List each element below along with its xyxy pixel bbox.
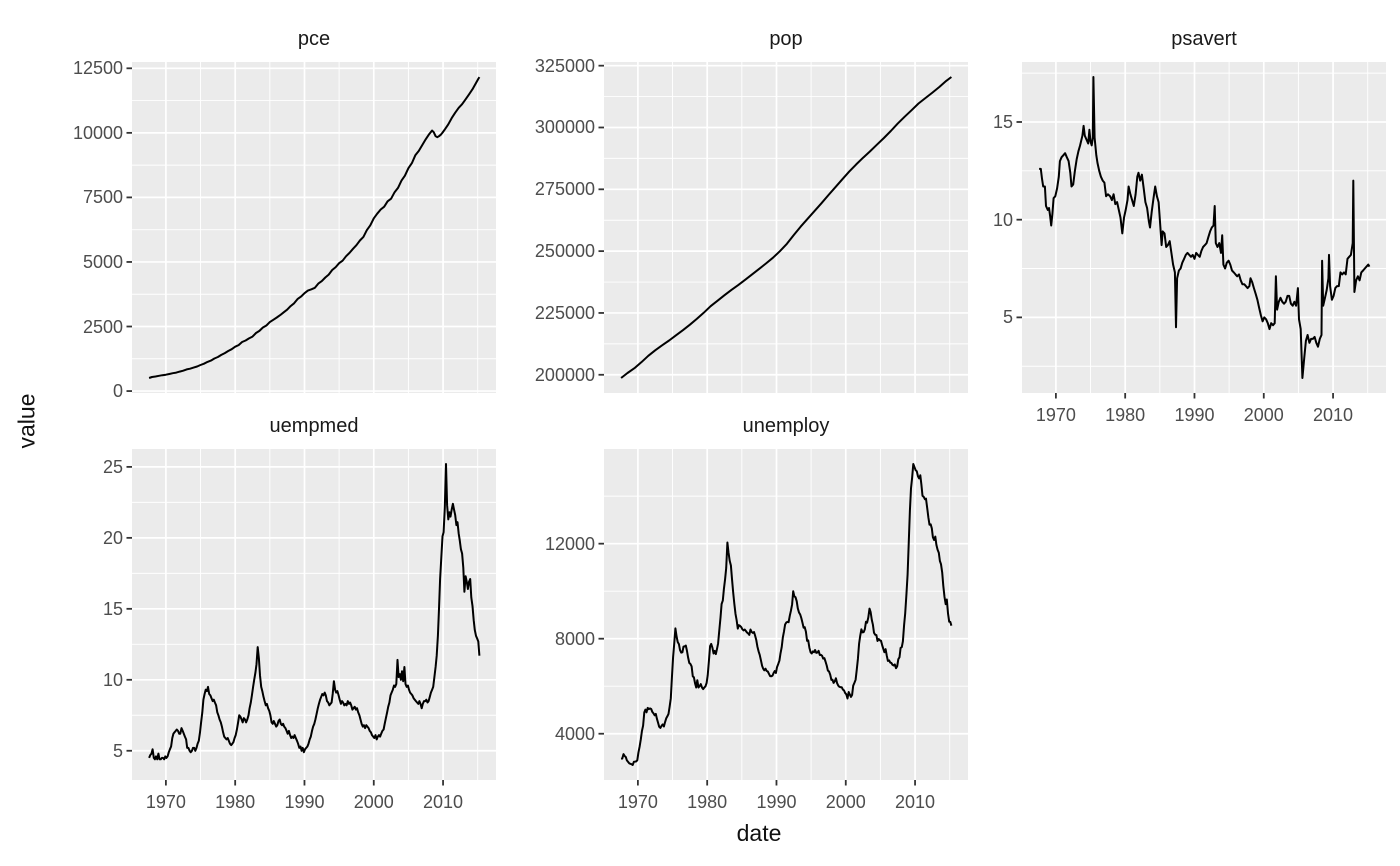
y-axis-tick-label: 12000	[544, 533, 595, 554]
y-axis-tick-label: 0	[112, 381, 123, 402]
y-axis-tick-label: 15	[992, 111, 1013, 132]
facet-strip-pce: pce	[297, 28, 331, 50]
y-axis-tick-label: 5	[1002, 307, 1013, 328]
y-axis-tick-label: 5000	[82, 251, 123, 272]
facet-panel-psavert	[1016, 62, 1386, 399]
facet-panel-pce	[126, 62, 496, 393]
facet-panel-unemploy	[598, 449, 968, 786]
x-axis-tick-label: 2010	[895, 792, 936, 812]
x-axis-tick-label: 1980	[687, 792, 728, 812]
y-axis-tick-label: 12500	[72, 58, 123, 79]
y-axis-tick-label: 2500	[82, 316, 123, 337]
x-axis-tick-label: 2000	[1243, 405, 1284, 425]
y-axis-tick-label: 4000	[554, 723, 595, 744]
data-line-psavert	[1039, 76, 1371, 379]
x-axis-tick-label: 2010	[1313, 405, 1354, 425]
data-line-pce	[148, 76, 481, 379]
x-axis-tick-label: 1970	[1035, 405, 1076, 425]
y-axis-tick-label: 10	[102, 669, 123, 690]
y-axis-tick-label: 10000	[72, 122, 123, 143]
x-axis-tick-label: 1990	[756, 792, 797, 812]
y-axis-tick-label: 5	[112, 740, 123, 761]
facet-panel-uempmed	[126, 449, 496, 786]
x-axis-tick-label: 1980	[215, 792, 256, 812]
x-axis-title: date	[736, 820, 782, 846]
y-axis-tick-label: 8000	[554, 628, 595, 649]
y-axis-tick-label: 225000	[534, 302, 595, 323]
facet-strip-unemploy: unemploy	[742, 415, 830, 437]
y-axis-tick-label: 15	[102, 598, 123, 619]
facet-panel-pop	[598, 62, 968, 393]
panel-background	[132, 449, 496, 780]
x-axis-tick-label: 1970	[617, 792, 658, 812]
y-axis-tick-label: 275000	[534, 179, 595, 200]
panel-background	[132, 62, 496, 393]
y-axis-tick-label: 10	[992, 209, 1013, 230]
y-axis-tick-label: 25	[102, 456, 123, 477]
x-axis-tick-label: 2010	[423, 792, 464, 812]
panel-background	[1022, 62, 1386, 393]
data-line-pop	[620, 76, 952, 379]
x-axis-tick-label: 2000	[353, 792, 394, 812]
x-axis-tick-label: 1990	[1174, 405, 1215, 425]
x-axis-tick-label: 2000	[825, 792, 866, 812]
facet-strip-psavert: psavert	[1171, 28, 1237, 50]
facet-strip-uempmed: uempmed	[269, 415, 359, 437]
y-axis-tick-label: 300000	[534, 117, 595, 138]
facet-strip-pop: pop	[769, 28, 803, 50]
data-line-unemploy	[620, 463, 953, 766]
y-axis-tick-label: 200000	[534, 364, 595, 385]
y-axis-tick-label: 325000	[534, 55, 595, 76]
y-axis-title: value	[13, 393, 40, 449]
panel-background	[604, 62, 968, 393]
y-axis-tick-label: 20	[102, 527, 123, 548]
x-axis-tick-label: 1980	[1105, 405, 1146, 425]
x-axis-tick-label: 1990	[284, 792, 325, 812]
data-line-uempmed	[148, 463, 481, 761]
panel-background	[604, 449, 968, 780]
y-axis-tick-label: 7500	[82, 187, 123, 208]
x-axis-tick-label: 1970	[145, 792, 186, 812]
y-axis-tick-label: 250000	[534, 241, 595, 262]
